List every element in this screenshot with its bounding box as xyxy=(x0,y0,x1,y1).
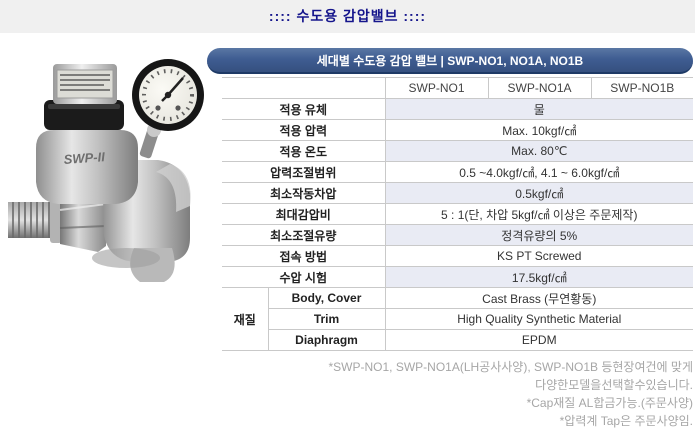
table-row-material: Trim High Quality Synthetic Material xyxy=(222,308,693,330)
material-sub-label: Diaphragm xyxy=(268,329,386,351)
row-value: Max. 10kgf/㎠ xyxy=(385,119,693,141)
footnote-line: *Cap재질 AL합금가능.(주문사양) xyxy=(526,396,693,410)
table-row: 압력조절범위 0.5 ~4.0kgf/㎠, 4.1 ~ 6.0kgf/㎠ xyxy=(222,161,693,183)
valve-illustration: SWP-II xyxy=(8,59,204,282)
row-label: 접속 방법 xyxy=(222,245,386,267)
row-value: KS PT Screwed xyxy=(385,245,693,267)
row-label: 적용 온도 xyxy=(222,140,386,162)
clamp-band xyxy=(44,100,124,130)
table-row: 최대감압비 5 : 1(단, 차압 5kgf/㎠ 이상은 주문제작) xyxy=(222,203,693,225)
row-value: 정격유량의 5% xyxy=(385,224,693,246)
table-row: 적용 온도 Max. 80℃ xyxy=(222,140,693,162)
row-label: 최소조절유량 xyxy=(222,224,386,246)
table-row-material: 재질 Body, Cover Cast Brass (무연황동) xyxy=(222,287,693,351)
row-value: 5 : 1(단, 차압 5kgf/㎠ 이상은 주문제작) xyxy=(385,203,693,225)
spec-table-wrap: SWP-NO1 SWP-NO1A SWP-NO1B 적용 유체 물 적용 압력 … xyxy=(222,77,693,430)
table-row-material: Diaphragm EPDM xyxy=(222,329,693,351)
material-sub-label: Body, Cover xyxy=(268,287,386,309)
table-row: 적용 압력 Max. 10kgf/㎠ xyxy=(222,119,693,141)
material-value: Cast Brass (무연황동) xyxy=(385,287,693,309)
row-value: 0.5kgf/㎠ xyxy=(385,182,693,204)
row-value: 물 xyxy=(385,98,693,120)
page-title: :::: 수도용 감압밸브 :::: xyxy=(268,8,427,24)
row-value: 0.5 ~4.0kgf/㎠, 4.1 ~ 6.0kgf/㎠ xyxy=(385,161,693,183)
product-photo: SWP-II xyxy=(6,52,204,292)
material-sub-label: Trim xyxy=(268,308,386,330)
table-row: 적용 유체 물 xyxy=(222,98,693,120)
column-header-swp-no1: SWP-NO1 xyxy=(384,77,488,99)
footnote-line: *압력계 Tap은 주문사양임. xyxy=(559,414,693,428)
footnote-line: 다양한모델을선택할수있습니다. xyxy=(535,378,693,392)
row-label: 적용 압력 xyxy=(222,119,386,141)
spec-table: SWP-NO1 SWP-NO1A SWP-NO1B 적용 유체 물 적용 압력 … xyxy=(222,77,693,351)
adjusting-cap xyxy=(53,64,117,104)
pressure-gauge xyxy=(132,59,204,131)
spring-housing: SWP-II xyxy=(36,130,138,204)
table-row: 접속 방법 KS PT Screwed xyxy=(222,245,693,267)
threaded-inlet xyxy=(8,197,62,243)
material-value: EPDM xyxy=(385,329,693,351)
table-row: 최소작동차압 0.5kgf/㎠ xyxy=(222,182,693,204)
row-value: 17.5kgf/㎠ xyxy=(385,266,693,288)
spec-panel: 세대별 수도용 감압 밸브 | SWP-NO1, NO1A, NO1B SWP-… xyxy=(207,48,693,430)
material-value: High Quality Synthetic Material xyxy=(385,308,693,330)
row-label: 압력조절범위 xyxy=(222,161,386,183)
row-value: Max. 80℃ xyxy=(385,140,693,162)
corner-cell xyxy=(222,77,385,99)
footnotes: *SWP-NO1, SWP-NO1A(LH공사사양), SWP-NO1B 등현장… xyxy=(222,358,693,430)
row-label: 최소작동차압 xyxy=(222,182,386,204)
footnote-line: *SWP-NO1, SWP-NO1A(LH공사사양), SWP-NO1B 등현장… xyxy=(328,360,693,374)
column-header-swp-no1a: SWP-NO1A xyxy=(487,77,591,99)
row-label: 최대감압비 xyxy=(222,203,386,225)
page-title-bar: :::: 수도용 감압밸브 :::: xyxy=(0,0,695,33)
table-row: 수압 시험 17.5kgf/㎠ xyxy=(222,266,693,288)
body-engraving: SWP-II xyxy=(63,149,105,167)
table-row: 최소조절유량 정격유량의 5% xyxy=(222,224,693,246)
row-label: 수압 시험 xyxy=(222,266,386,288)
material-group-label: 재질 xyxy=(222,287,269,351)
column-header-row: SWP-NO1 SWP-NO1A SWP-NO1B xyxy=(222,77,693,99)
row-label: 적용 유체 xyxy=(222,98,386,120)
column-header-swp-no1b: SWP-NO1B xyxy=(590,77,693,99)
spec-table-header: 세대별 수도용 감압 밸브 | SWP-NO1, NO1A, NO1B xyxy=(207,48,693,74)
